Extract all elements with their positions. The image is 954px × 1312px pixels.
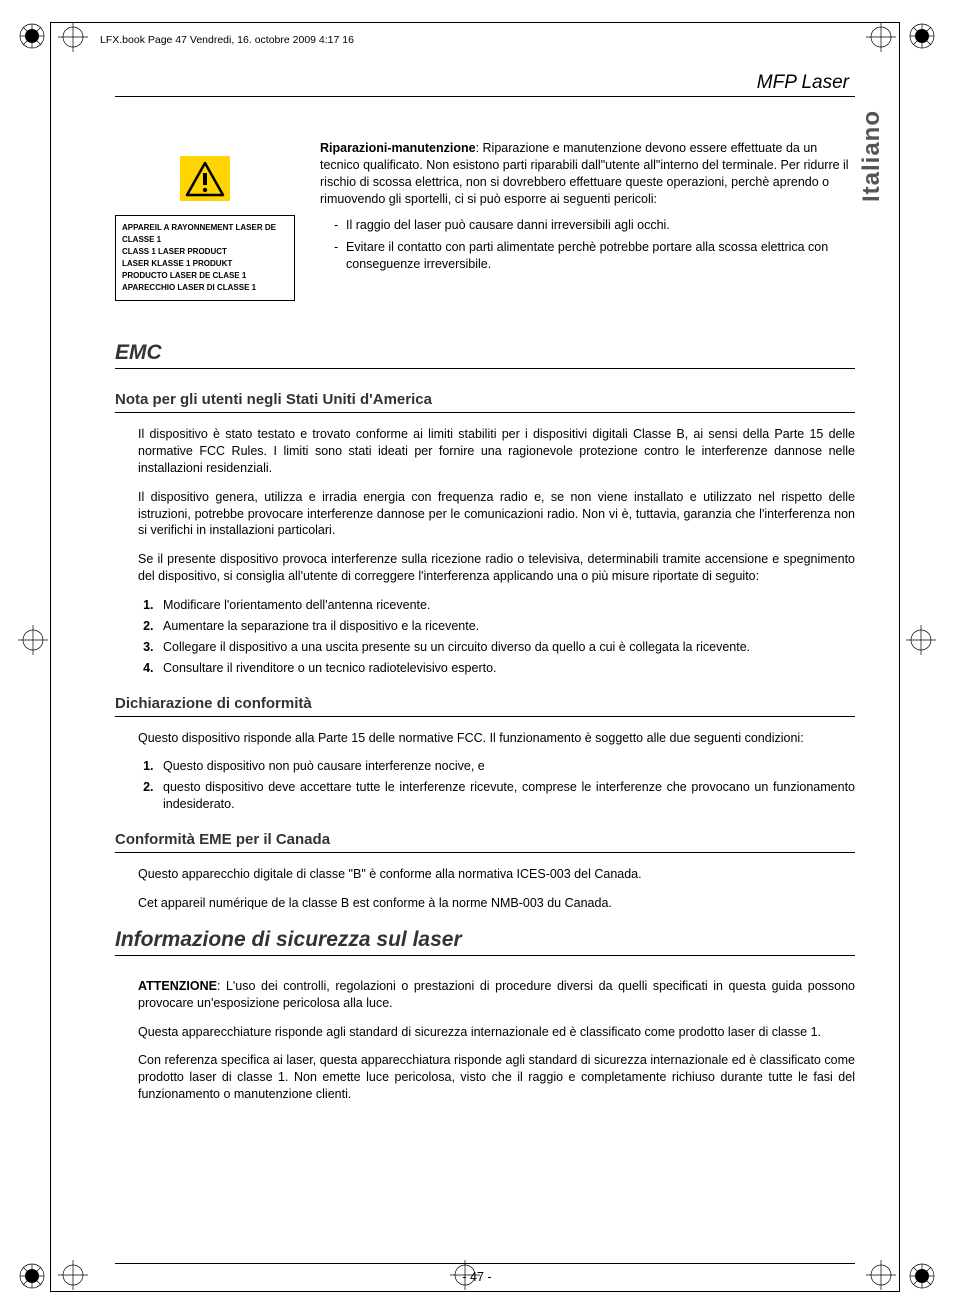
warning-left-column: APPAREIL A RAYONNEMENT LASER DE CLASSE 1… [115, 140, 295, 301]
laser-line: CLASS 1 LASER PRODUCT [122, 246, 288, 258]
laser-class-label: APPAREIL A RAYONNEMENT LASER DE CLASSE 1… [115, 215, 295, 301]
laser-line: APPAREIL A RAYONNEMENT LASER DE CLASSE 1 [122, 222, 288, 246]
section-emc: EMC [115, 341, 855, 369]
paragraph: Questa apparecchiature risponde agli sta… [138, 1024, 855, 1041]
subsection-conformity: Dichiarazione di conformità [115, 695, 855, 717]
print-stamp: LFX.book Page 47 Vendredi, 16. octobre 2… [100, 34, 354, 46]
list-item: Questo dispositivo non può causare inter… [157, 758, 855, 775]
paragraph: Il dispositivo è stato testato e trovato… [138, 426, 855, 477]
page-content: APPAREIL A RAYONNEMENT LASER DE CLASSE 1… [115, 140, 855, 1115]
warning-heading-bold: Riparazioni-manutenzione [320, 141, 476, 155]
body-text: ATTENZIONE: L'uso dei controlli, regolaz… [138, 978, 855, 1103]
registration-mark [18, 22, 46, 50]
subsection-us-users: Nota per gli utenti negli Stati Uniti d'… [115, 391, 855, 413]
paragraph: Questo dispositivo risponde alla Parte 1… [138, 730, 855, 747]
paragraph: Con referenza specifica ai laser, questa… [138, 1052, 855, 1103]
warning-icon [180, 156, 230, 201]
registration-mark [908, 22, 936, 50]
paragraph: Cet appareil numérique de la classe B es… [138, 895, 855, 912]
page-number: - 47 - [0, 1270, 954, 1284]
warning-bullet: Il raggio del laser può causare danni ir… [334, 217, 855, 234]
header-rule [115, 96, 855, 97]
crosshair-mark [906, 625, 936, 655]
paragraph: Se il presente dispositivo provoca inter… [138, 551, 855, 585]
attention-rest: : L'uso dei controlli, regolazioni o pre… [138, 979, 855, 1010]
list-item: questo dispositivo deve accettare tutte … [157, 779, 855, 813]
list-item: Consultare il rivenditore o un tecnico r… [157, 660, 855, 677]
laser-line: PRODUCTO LASER DE CLASE 1 [122, 270, 288, 282]
laser-line: LASER KLASSE 1 PRODUKT [122, 258, 288, 270]
running-header: MFP Laser [757, 72, 849, 94]
warning-block: APPAREIL A RAYONNEMENT LASER DE CLASSE 1… [115, 140, 855, 301]
warning-bullet: Evitare il contatto con parti alimentate… [334, 239, 855, 273]
list-item: Collegare il dispositivo a una uscita pr… [157, 639, 855, 656]
subsection-canada: Conformità EME per il Canada [115, 831, 855, 853]
list-item: Aumentare la separazione tra il disposit… [157, 618, 855, 635]
warning-text: Riparazioni-manutenzione: Riparazione e … [320, 140, 855, 301]
paragraph: Il dispositivo genera, utilizza e irradi… [138, 489, 855, 540]
section-laser-safety: Informazione di sicurezza sul laser [115, 928, 855, 956]
body-text: Il dispositivo è stato testato e trovato… [138, 426, 855, 677]
paragraph: Questo apparecchio digitale di classe "B… [138, 866, 855, 883]
footer-rule [115, 1263, 855, 1264]
body-text: Questo dispositivo risponde alla Parte 1… [138, 730, 855, 814]
body-text: Questo apparecchio digitale di classe "B… [138, 866, 855, 912]
crosshair-mark [18, 625, 48, 655]
attention-bold: ATTENZIONE [138, 979, 217, 993]
list-item: Modificare l'orientamento dell'antenna r… [157, 597, 855, 614]
language-tab: Italiano [858, 110, 886, 202]
laser-line: APARECCHIO LASER DI CLASSE 1 [122, 282, 288, 294]
